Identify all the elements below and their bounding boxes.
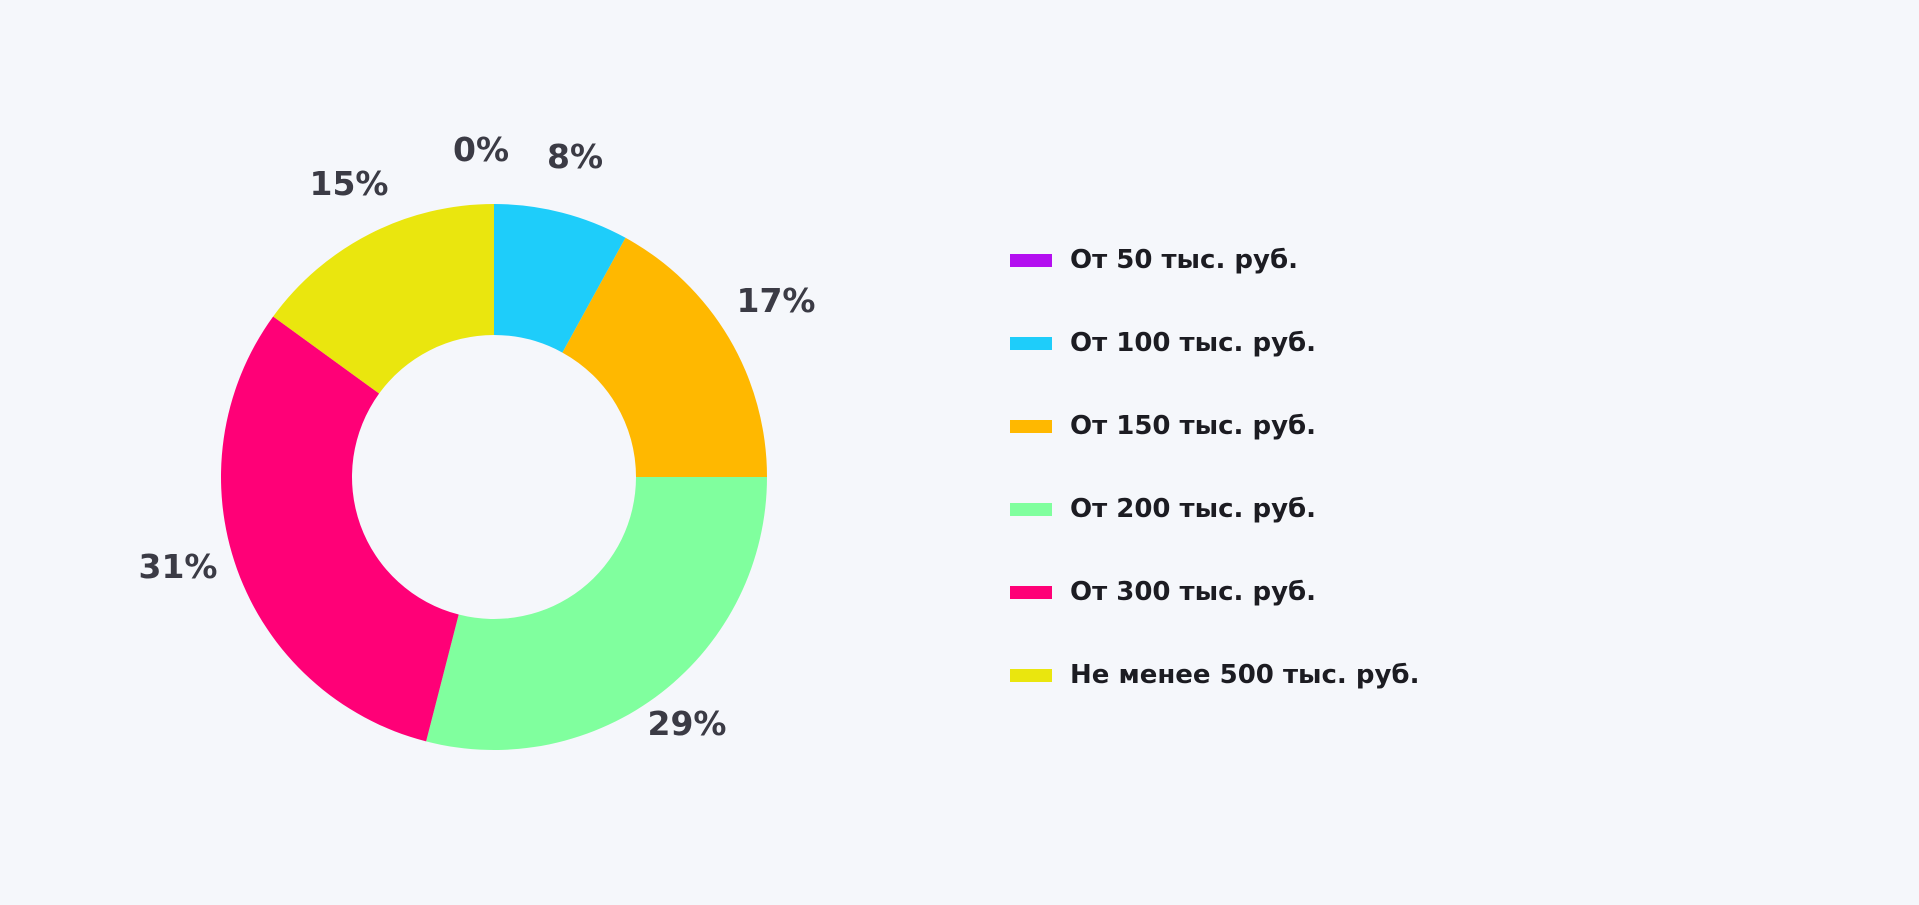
donut-slice-1 [494, 204, 626, 353]
percent-label-5: 15% [310, 164, 389, 203]
legend-label-1: От 100 тыс. руб. [1070, 328, 1317, 358]
slices-group [220, 204, 767, 750]
legend-swatch-5 [1010, 668, 1052, 682]
legend-label-4: От 300 тыс. руб. [1070, 577, 1317, 607]
legend-swatch-4 [1010, 585, 1052, 599]
legend-item-5: Не менее 500 тыс. руб. [1010, 655, 1419, 695]
legend-swatch-1 [1010, 336, 1052, 350]
legend-swatch-3 [1010, 502, 1052, 516]
donut-slice-2 [562, 237, 767, 477]
legend-swatch-2 [1010, 419, 1052, 433]
legend-item-4: От 300 тыс. руб. [1010, 572, 1316, 612]
legend-item-2: От 150 тыс. руб. [1010, 406, 1316, 446]
legend-item-3: От 200 тыс. руб. [1010, 489, 1316, 529]
legend-item-0: От 50 тыс. руб. [1010, 240, 1298, 280]
donut-slice-5 [273, 204, 494, 394]
percent-labels-group: 0% 8% 17% 29% 31% 15% [139, 130, 816, 743]
percent-label-1: 8% [547, 137, 603, 176]
percent-label-3: 29% [648, 704, 727, 743]
donut-slice-4 [220, 316, 459, 742]
legend-label-0: От 50 тыс. руб. [1070, 245, 1298, 275]
legend-swatch-0 [1010, 253, 1052, 267]
percent-label-4: 31% [139, 547, 218, 586]
legend-label-2: От 150 тыс. руб. [1070, 411, 1317, 441]
percent-label-2: 17% [737, 281, 816, 320]
donut-slice-3 [426, 477, 767, 750]
percent-label-0: 0% [453, 130, 509, 169]
legend-item-1: От 100 тыс. руб. [1010, 323, 1316, 363]
legend-label-3: От 200 тыс. руб. [1070, 494, 1317, 524]
legend-label-5: Не менее 500 тыс. руб. [1070, 660, 1420, 690]
